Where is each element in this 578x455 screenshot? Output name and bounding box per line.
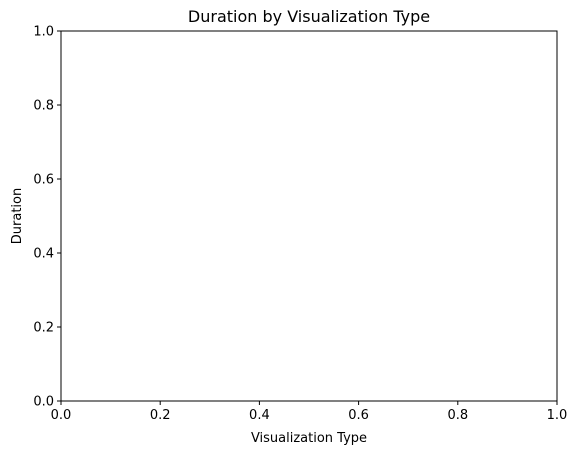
y-axis-ticks: 0.0 0.2 0.4 0.6 0.8 1.0 [33, 25, 61, 410]
y-tick-label: 0.0 [33, 395, 54, 410]
x-axis-ticks: 0.0 0.2 0.4 0.6 0.8 1.0 [51, 401, 568, 423]
x-tick-label: 0.0 [51, 408, 72, 423]
y-axis-title: Duration [10, 188, 25, 244]
y-tick-label: 1.0 [33, 25, 54, 40]
y-tick-label: 0.4 [33, 247, 54, 262]
y-tick-label: 0.2 [33, 321, 54, 336]
x-tick-label: 0.4 [249, 408, 270, 423]
plot-frame [60, 30, 558, 402]
x-tick-label: 0.6 [348, 408, 369, 423]
x-tick-label: 0.8 [447, 408, 468, 423]
x-axis-title: Visualization Type [251, 431, 367, 446]
plot-background [61, 31, 557, 401]
x-tick-label: 0.2 [150, 408, 171, 423]
chart-title: Duration by Visualization Type [188, 7, 430, 26]
y-tick-label: 0.6 [33, 173, 54, 188]
x-tick-label: 1.0 [547, 408, 568, 423]
y-tick-label: 0.8 [33, 99, 54, 114]
